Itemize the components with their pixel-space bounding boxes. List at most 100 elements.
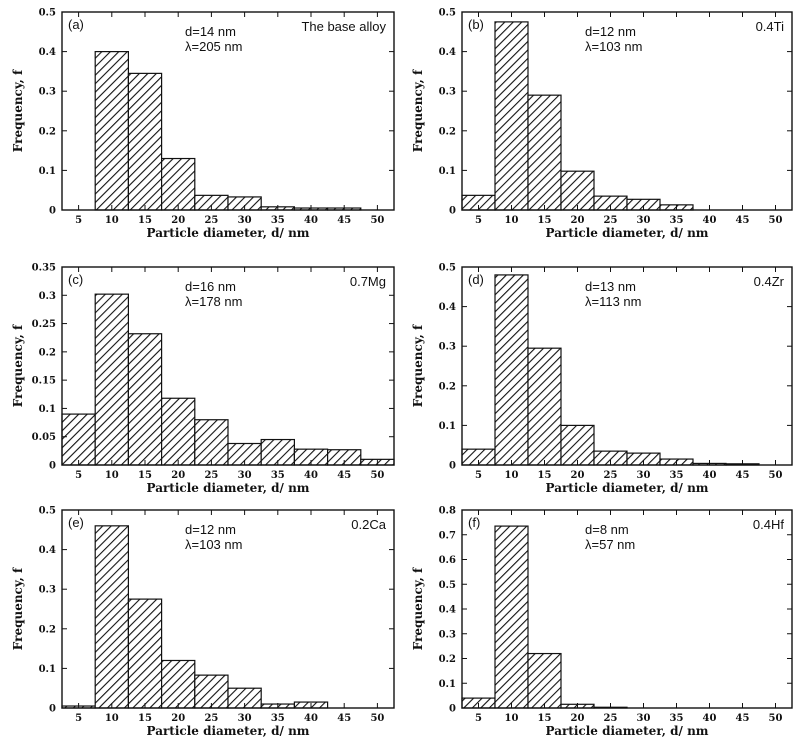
alloy-label: 0.2Ca [351,517,386,532]
y-tick-label: 0.1 [39,664,56,675]
y-tick-label: 0.5 [39,506,56,517]
y-tick-label: 0.1 [439,679,456,690]
x-tick-label: 35 [670,713,684,724]
spacing-annotation: λ=113 nm [585,294,642,309]
histogram-panel: 0 0.1 0.2 0.3 0.4 0.5 0.6 0.7 0.8 5 10 15 20 25 30 35 40… [411,506,793,738]
x-tick-label: 10 [505,215,519,226]
x-tick-label: 45 [736,713,750,724]
y-tick-label: 0.4 [439,302,456,313]
x-tick-label: 40 [304,215,318,226]
histogram-panel: 0 0.05 0.1 0.15 0.2 0.25 0.3 0.35 5 10 15 20 25 30 35 4… [11,263,395,495]
y-tick-label: 0.4 [439,47,456,58]
plot-frame [61,509,395,709]
x-tick-label: 45 [337,713,351,724]
x-tick-label: 50 [370,713,384,724]
y-axis-title: Frequency, f [11,69,25,152]
y-tick-label: 0.2 [439,381,456,392]
histogram-bar [94,50,129,211]
x-tick-label: 25 [604,215,618,226]
x-tick-label: 35 [271,470,285,481]
panel-label: (d) [468,272,484,287]
histogram-bar [194,419,229,466]
panel-label: (e) [68,515,84,530]
x-tick-label: 40 [703,470,717,481]
plot-frame [61,11,395,211]
x-axis-title: Particle diameter, d/ nm [546,724,709,738]
y-tick-label: 0.2 [439,654,456,665]
x-tick-label: 30 [637,713,651,724]
x-tick-label: 15 [538,215,552,226]
histogram-panel: 0 0.1 0.2 0.3 0.4 0.5 5 10 15 20 25 30 35 40 45 50 Parti… [11,506,395,738]
x-tick-label: 35 [670,470,684,481]
x-tick-label: 40 [703,215,717,226]
x-tick-label: 10 [105,470,119,481]
spacing-annotation: λ=103 nm [585,39,642,54]
x-axis-title: Particle diameter, d/ nm [147,481,310,495]
x-tick-label: 45 [337,470,351,481]
x-axis-title: Particle diameter, d/ nm [546,226,709,240]
x-tick-label: 20 [171,470,185,481]
x-tick-label: 30 [637,470,651,481]
y-axis-title: Frequency, f [411,567,425,650]
panel-label: (c) [68,272,83,287]
y-tick-label: 0 [449,461,456,472]
y-tick-label: 0.1 [39,166,56,177]
y-tick-label: 0.1 [39,404,56,415]
histogram-bar [127,333,163,466]
x-tick-label: 15 [538,713,552,724]
x-tick-label: 20 [571,470,585,481]
y-tick-label: 0 [49,704,56,715]
x-tick-label: 50 [769,470,783,481]
mean-diameter-annotation: d=12 nm [585,24,636,39]
histogram-bar [127,72,163,211]
x-tick-label: 35 [670,215,684,226]
y-tick-label: 0.1 [439,166,456,177]
x-tick-label: 15 [138,470,152,481]
y-tick-label: 0.3 [439,629,456,640]
plot-frame [461,266,793,466]
alloy-label: 0.4Hf [753,517,784,532]
y-tick-label: 0.4 [39,545,56,556]
spacing-annotation: λ=103 nm [185,537,242,552]
y-tick-label: 0.4 [439,605,456,616]
y-tick-label: 0.2 [39,624,56,635]
histogram-bar [527,652,562,709]
x-tick-label: 15 [138,713,152,724]
x-tick-label: 30 [637,215,651,226]
y-tick-label: 0.25 [32,319,56,330]
alloy-label: 0.4Zr [754,274,785,289]
y-tick-label: 0.3 [39,585,56,596]
x-tick-label: 15 [138,215,152,226]
histogram-bar [527,347,562,466]
x-tick-label: 10 [505,713,519,724]
x-tick-label: 25 [204,215,218,226]
histogram-bar [94,293,129,466]
y-tick-label: 0.3 [39,291,56,302]
y-tick-label: 0.5 [39,8,56,19]
x-tick-label: 45 [337,215,351,226]
histogram-bar [94,525,129,709]
mean-diameter-annotation: d=13 nm [585,279,636,294]
mean-diameter-annotation: d=14 nm [185,24,236,39]
y-tick-label: 0.5 [439,263,456,274]
x-tick-label: 40 [703,713,717,724]
y-tick-label: 0.15 [32,376,56,387]
x-tick-label: 20 [171,713,185,724]
panel-label: (b) [468,17,484,32]
histogram-panel: 0 0.1 0.2 0.3 0.4 0.5 5 10 15 20 25 30 35 40 45 50 Parti… [411,8,793,240]
x-tick-label: 50 [769,215,783,226]
histogram-panel: 0 0.1 0.2 0.3 0.4 0.5 5 10 15 20 25 30 35 40 45 50 Parti… [411,263,793,495]
histogram-bar [161,659,196,709]
x-tick-label: 10 [105,215,119,226]
y-tick-label: 0.1 [439,421,456,432]
y-tick-label: 0 [49,206,56,217]
y-tick-label: 0.2 [39,347,56,358]
x-tick-label: 5 [475,713,482,724]
mean-diameter-annotation: d=8 nm [585,522,629,537]
histogram-bar [527,94,562,211]
x-tick-label: 40 [304,713,318,724]
spacing-annotation: λ=205 nm [185,39,242,54]
plot-frame [61,266,395,466]
alloy-label: 0.7Mg [350,274,386,289]
y-tick-label: 0.2 [39,126,56,137]
